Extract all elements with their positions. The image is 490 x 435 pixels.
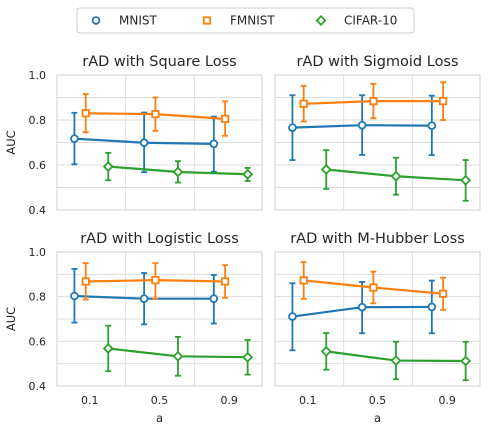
data-point [460,355,472,367]
data-point [70,291,79,301]
y-tick-label: 0.6 [29,335,47,348]
data-point [151,110,160,119]
data-point [320,164,332,175]
y-tick-label: 0.6 [29,159,47,172]
panel-frame [56,251,263,387]
y-tick-label: 1.0 [29,246,47,259]
data-point [288,312,297,321]
series-cifar-10 [102,324,254,377]
subplot-2: rAD with Sigmoid Loss [274,54,481,211]
data-point [427,121,437,130]
data-point [139,294,149,303]
data-point [81,109,90,118]
legend-label-cifar-10: CIFAR-10 [344,14,397,28]
legend-box [76,7,415,34]
y-axis-label: AUC [4,307,18,331]
subplot-title: rAD with Sigmoid Loss [296,54,458,70]
x-axis-label: a [374,411,381,425]
y-tick-label: 1.0 [29,69,47,82]
legend-marker-cifar-10 [315,15,327,26]
y-axis-label: AUC [4,130,18,154]
series-mnist [70,111,219,174]
data-point [460,174,472,186]
subplot-4: rAD with M-Hubber Loss 0.1 0.5 0.9 a [274,231,481,425]
data-point [438,289,448,298]
series-mnist [288,94,437,161]
subplot-title: rAD with Square Loss [82,54,237,70]
data-point [102,161,114,173]
legend-item-mnist: MNIST [91,14,157,28]
data-point [139,138,149,148]
data-point [242,351,254,363]
data-point [299,99,308,108]
data-point [209,139,219,149]
data-point [390,355,402,367]
legend-item-fmnist: FMNIST [202,14,275,28]
data-point [242,168,254,180]
y-tick-label: 0.4 [29,380,47,393]
y-tick-label: 0.8 [29,291,47,304]
data-point [357,120,367,130]
data-point [70,134,79,143]
series-fmnist [81,93,230,137]
legend-marker-fmnist [202,16,212,25]
subplot-title: rAD with M-Hubber Loss [290,231,465,247]
legend: MNIST FMNIST CIFAR-10 [76,7,415,34]
data-point [320,345,332,357]
data-point [357,302,367,312]
y-tick-label: 0.4 [29,204,47,217]
panel-frame [274,74,481,211]
series-cifar-10 [102,151,254,184]
x-tick-label: 0.1 [81,394,99,407]
panel-frame [56,74,263,211]
data-point [172,166,184,178]
x-axis-label: a [156,411,163,425]
series-mnist [288,279,437,352]
data-point [102,343,114,354]
series-fmnist [299,81,448,123]
data-point [369,283,378,292]
data-point [438,97,448,106]
series-mnist [70,268,219,326]
series-fmnist [81,262,230,301]
y-tick-label: 0.8 [29,114,47,127]
data-point [390,170,402,182]
x-tick-label: 0.9 [438,394,456,407]
data-point [220,114,230,123]
data-point [151,276,160,285]
legend-item-cifar-10: CIFAR-10 [315,14,397,28]
series-cifar-10 [320,149,472,202]
subplot-title: rAD with Logistic Loss [80,231,239,247]
data-point [369,97,378,106]
data-point [209,294,219,303]
series-cifar-10 [320,332,472,382]
series-fmnist [299,261,448,311]
panel-frame [274,251,481,387]
subplot-1: rAD with Square Loss 0.4 0.6 0.8 1.0 AUC [4,54,263,217]
legend-label-fmnist: FMNIST [230,14,275,28]
subplot-3: rAD with Logistic Loss 0.4 0.6 0.8 1.0 AUC 0.1… [4,231,263,425]
data-point [288,123,297,132]
data-point [220,277,230,286]
data-point [299,276,308,285]
x-tick-label: 0.1 [299,394,317,407]
x-tick-label: 0.9 [220,394,238,407]
data-point [172,350,184,362]
legend-marker-mnist [91,16,101,25]
x-tick-label: 0.5 [369,394,387,407]
data-point [427,302,437,312]
x-tick-label: 0.5 [151,394,169,407]
legend-label-mnist: MNIST [119,14,157,28]
data-point [81,277,90,286]
